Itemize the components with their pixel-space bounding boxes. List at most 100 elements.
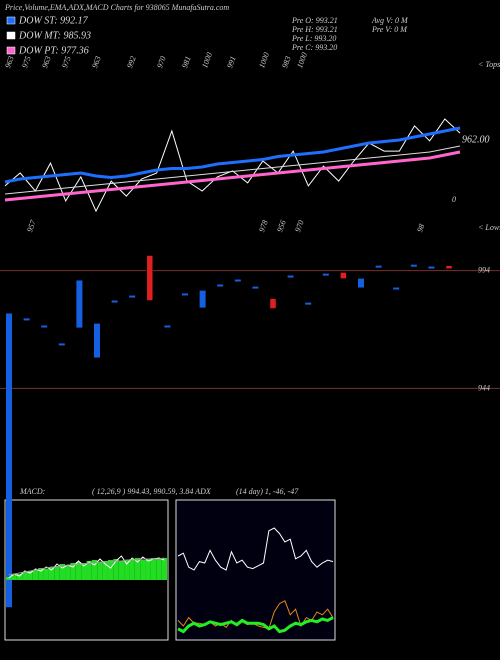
histogram-bar <box>156 559 162 580</box>
histogram-bar <box>102 561 108 580</box>
bottom-label: 956 <box>275 219 288 233</box>
histogram-bar <box>107 560 114 580</box>
line-series <box>177 616 334 634</box>
candle <box>428 266 435 269</box>
histogram-bar <box>97 562 103 580</box>
bottom-label: 957 <box>25 218 38 233</box>
histogram-bar <box>145 559 151 580</box>
top-label: 975 <box>20 55 33 69</box>
candle <box>393 287 400 290</box>
histogram-bar <box>129 559 135 580</box>
histogram-bar <box>54 566 60 580</box>
top-label: 983 <box>280 55 293 69</box>
bottom-label: 978 <box>257 219 270 233</box>
candle <box>94 323 100 358</box>
legend-label: DOW MT: 985.93 <box>18 30 91 41</box>
line-series <box>4 150 461 202</box>
histogram-bar <box>75 562 82 580</box>
candle <box>76 280 83 328</box>
candle <box>252 286 259 289</box>
histogram-bar <box>134 558 141 580</box>
volume-info: Avg V: 0 M <box>371 16 409 25</box>
histogram-bar <box>150 558 157 580</box>
candle <box>445 265 453 269</box>
candle <box>6 313 12 608</box>
adx-params: (14 day) 1, -46, -47 <box>236 487 299 496</box>
zero-label: 0 <box>452 195 456 204</box>
histogram-bar <box>140 560 146 580</box>
candle <box>410 264 417 267</box>
candle <box>287 275 294 278</box>
histogram-bar <box>48 567 55 580</box>
histogram-bar <box>43 569 49 580</box>
histogram-bar <box>113 559 119 580</box>
candle <box>234 279 241 282</box>
top-label: 963 <box>40 55 53 69</box>
histogram-bar <box>70 563 76 580</box>
y-tick-label: 994 <box>478 265 490 274</box>
histogram-bar <box>124 560 130 580</box>
histogram-bar <box>65 565 71 580</box>
line-series <box>4 145 461 195</box>
macd-params: ( 12,26,9 ) 994.43, 990.59, 3.84 ADX <box>92 487 212 496</box>
candle <box>41 325 48 328</box>
histogram-bar <box>118 561 125 580</box>
line-series <box>177 527 334 571</box>
histogram-bar <box>59 564 66 580</box>
line-series <box>4 126 461 184</box>
histogram-bar <box>81 563 87 580</box>
histogram-bar <box>16 574 23 580</box>
candle <box>129 295 136 298</box>
histogram-bar <box>161 558 167 580</box>
info-text: Pre H: 993.21 <box>291 25 338 34</box>
lows-label: < Lows <box>478 223 500 232</box>
line-series <box>4 118 461 213</box>
candle <box>199 290 206 308</box>
histogram-bar <box>27 571 33 580</box>
bottom-label: 970 <box>293 219 306 233</box>
info-text: Pre O: 993.21 <box>291 16 338 25</box>
candle <box>358 278 364 288</box>
candle <box>182 293 188 296</box>
top-label: 963 <box>3 55 16 69</box>
histogram-bar <box>91 560 98 580</box>
info-text: Pre L: 993.20 <box>291 34 336 43</box>
candle <box>217 284 224 287</box>
top-label: 963 <box>90 55 103 69</box>
candle <box>111 300 118 303</box>
top-label: 970 <box>155 55 168 69</box>
candle <box>305 302 312 305</box>
histogram-bar <box>38 568 44 580</box>
candle <box>58 343 65 346</box>
top-label: 991 <box>225 55 238 69</box>
histogram-bar <box>22 572 28 580</box>
tops-label: < Tops <box>478 60 500 69</box>
candle <box>146 255 154 301</box>
candle <box>23 318 30 321</box>
candle <box>269 298 277 309</box>
top-label: 992 <box>125 55 138 69</box>
histogram-bar <box>86 561 92 580</box>
candle <box>322 273 329 276</box>
top-label: 981 <box>180 55 193 69</box>
histogram-bar <box>32 570 39 580</box>
macd-panel <box>4 499 169 641</box>
histogram-bar <box>11 575 17 580</box>
macd-title: MACD: <box>19 487 46 496</box>
candle <box>340 272 347 279</box>
end-label: 962.00 <box>462 134 490 145</box>
top-label: 975 <box>60 55 73 69</box>
legend-swatch <box>6 31 16 40</box>
legend-label: DOW PT: 977.36 <box>18 45 89 56</box>
info-text: Pre C: 993.20 <box>291 43 337 52</box>
histogram-bar <box>6 577 12 580</box>
candle <box>164 325 171 328</box>
candle <box>375 265 382 268</box>
legend-swatch <box>6 46 16 55</box>
y-tick-label: 944 <box>478 383 490 392</box>
chart-title: Price,Volume,EMA,ADX,MACD Charts for 938… <box>4 3 229 12</box>
legend-swatch <box>6 16 16 25</box>
adx-panel <box>175 499 336 641</box>
bottom-label: 98 <box>415 223 426 234</box>
